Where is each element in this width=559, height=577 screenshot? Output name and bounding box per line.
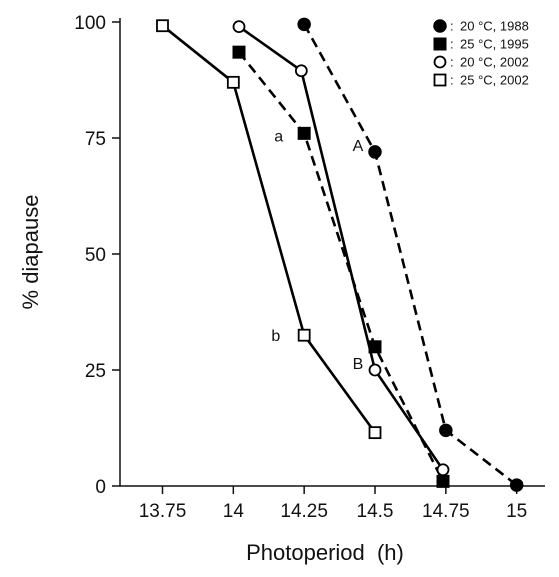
legend-entry-label: 25 °C, 2002: [460, 73, 529, 88]
y-tick-label: 50: [85, 245, 106, 266]
legend-marker-25-c-2002: [433, 73, 447, 87]
data-point-20-c-1988: [439, 423, 453, 438]
legend-marker-20-c-1988: [433, 19, 447, 33]
data-point-25-c-1995: [232, 45, 246, 59]
data-point-25-c-1995: [368, 340, 382, 354]
data-point-20-c-1988: [509, 478, 524, 492]
data-point-20-c-2002: [232, 20, 246, 34]
data-point-20-c-1988: [368, 145, 382, 159]
data-point-25-c-2002: [297, 328, 311, 342]
data-point-25-c-1995: [436, 474, 450, 488]
legend-separator: :: [450, 19, 454, 34]
x-tick-label: 14.5: [357, 501, 394, 522]
x-tick-label: 13.75: [139, 501, 187, 522]
legend-separator: :: [450, 73, 454, 88]
y-tick-label: 100: [74, 13, 106, 34]
axes: [119, 18, 545, 487]
legend-marker-25-c-1995: [433, 37, 447, 51]
data-point-20-c-2002: [368, 363, 382, 377]
legend-entry-label: 25 °C, 1995: [460, 37, 529, 52]
legend-entry-label: 20 °C, 1988: [460, 19, 529, 34]
annotation-label: a: [274, 129, 283, 146]
data-point-25-c-2002: [156, 19, 169, 33]
x-axis-label: Photoperiod (h): [246, 540, 404, 565]
x-tick-label: 15: [506, 501, 527, 522]
data-point-25-c-2002: [368, 426, 382, 440]
legend-marker-20-c-2002: [433, 55, 447, 69]
x-tick-label: 14.25: [280, 501, 328, 522]
series-markers: [156, 17, 524, 492]
x-tick-label: 14: [223, 501, 245, 522]
y-tick-label: 0: [95, 477, 106, 498]
annotation-label: B: [353, 356, 364, 373]
x-tick-label: 14.75: [422, 501, 470, 522]
annotation-label: A: [353, 138, 364, 155]
y-tick-label: 25: [85, 361, 106, 382]
data-point-20-c-2002: [294, 64, 308, 78]
legend-separator: :: [450, 55, 454, 70]
data-point-20-c-1988: [297, 17, 311, 32]
axis-ticks: 0 25 50 75 100 13.75 14 14.25 14.5 14.75 15: [74, 13, 527, 522]
annotations: Aa Bb: [271, 129, 363, 373]
series-lines: [161, 23, 518, 487]
series-line-25-c-2002: [161, 24, 377, 434]
legend-entry-label: 20 °C, 2002: [460, 55, 529, 70]
y-axis-label: % diapause: [18, 195, 43, 310]
y-tick-label: 75: [85, 129, 106, 150]
annotation-label: b: [271, 328, 280, 345]
data-point-20-c-2002: [436, 463, 450, 477]
series-line-20-c-1988: [303, 23, 518, 487]
series-line-25-c-1995: [237, 51, 445, 482]
series-line-20-c-2002: [238, 25, 445, 471]
data-point-25-c-2002: [226, 75, 240, 89]
data-point-25-c-1995: [297, 126, 311, 140]
legend: :20 °C, 1988: 25 °C, 1995: 20 °C, 2002: 25 …: [433, 19, 529, 88]
legend-separator: :: [450, 37, 454, 52]
